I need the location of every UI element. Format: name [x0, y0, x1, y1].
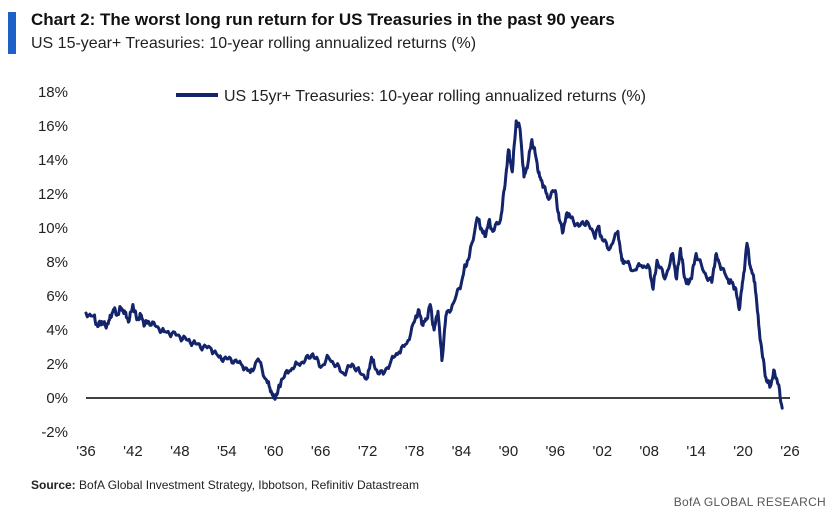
x-tick-label: '20: [733, 443, 753, 460]
line-chart: -2% 0% 2% 4% 6% 8% 10% 12% 14% 16% 18% '36 '42 '48 '5…: [38, 84, 800, 460]
x-tick-label: '08: [639, 443, 659, 460]
y-tick-label: 2%: [46, 356, 68, 373]
x-tick-label: '90: [499, 443, 519, 460]
x-tick-label: '48: [170, 443, 190, 460]
chart-subtitle: US 15-year+ Treasuries: 10-year rolling …: [31, 35, 477, 52]
y-tick-label: 18%: [38, 84, 68, 101]
x-tick-label: '26: [780, 443, 800, 460]
x-tick-label: '72: [358, 443, 378, 460]
y-tick-label: 10%: [38, 220, 68, 237]
source-note: Source: BofA Global Investment Strategy,…: [31, 478, 419, 492]
y-tick-label: 12%: [38, 186, 68, 203]
research-credit: BofA GLOBAL RESEARCH: [673, 495, 826, 509]
x-tick-label: '96: [546, 443, 566, 460]
x-tick-label: '84: [452, 443, 472, 460]
y-tick-label: -2%: [41, 424, 68, 441]
series-layer: [84, 119, 784, 410]
legend-label: US 15yr+ Treasuries: 10-year rolling ann…: [224, 88, 646, 105]
x-tick-label: '78: [405, 443, 425, 460]
y-tick-label: 0%: [46, 390, 68, 407]
x-tick-label: '14: [686, 443, 706, 460]
x-tick-label: '02: [592, 443, 612, 460]
y-tick-label: 6%: [46, 288, 68, 305]
x-tick-label: '42: [123, 443, 143, 460]
y-tick-label: 8%: [46, 254, 68, 271]
x-axis: '36 '42 '48 '54 '60 '66 '72 '78 '84 '90 '96 '02 '08 '…: [76, 443, 800, 460]
series-line: [84, 119, 784, 410]
y-tick-label: 16%: [38, 118, 68, 135]
x-tick-label: '36: [76, 443, 96, 460]
title-accent-bar: [8, 12, 16, 54]
y-axis: -2% 0% 2% 4% 6% 8% 10% 12% 14% 16% 18%: [38, 84, 68, 441]
x-tick-label: '60: [264, 443, 284, 460]
chart-title: Chart 2: The worst long run return for U…: [31, 10, 615, 29]
y-tick-label: 14%: [38, 152, 68, 169]
x-tick-label: '66: [311, 443, 331, 460]
source-label: Source:: [31, 478, 76, 492]
y-tick-label: 4%: [46, 322, 68, 339]
legend: US 15yr+ Treasuries: 10-year rolling ann…: [176, 88, 646, 105]
x-tick-label: '54: [217, 443, 237, 460]
source-text: BofA Global Investment Strategy, Ibbotso…: [79, 478, 419, 492]
